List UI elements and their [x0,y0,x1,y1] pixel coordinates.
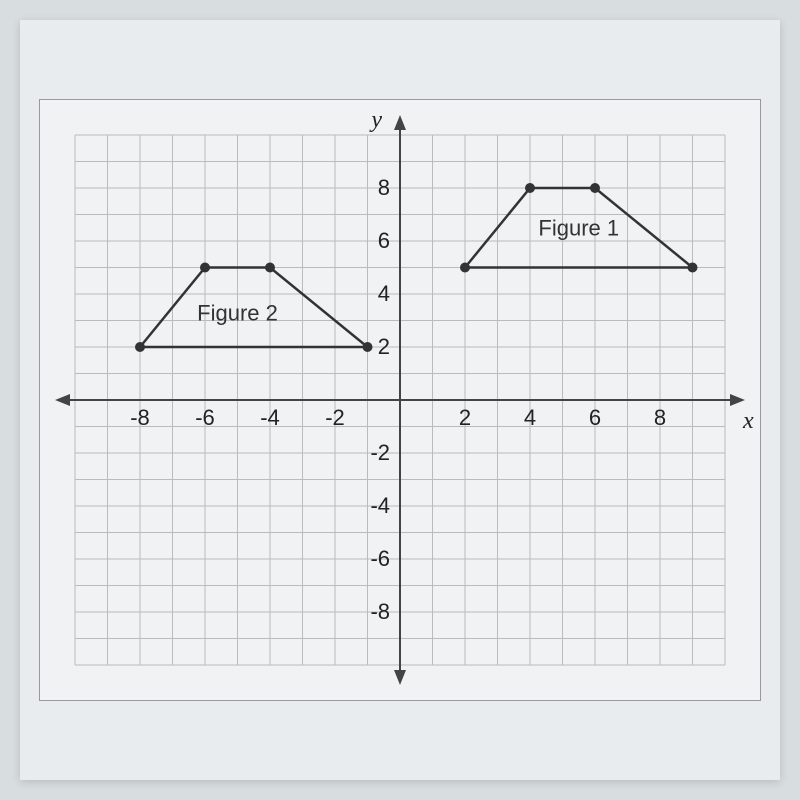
figure-1-vertex [590,183,600,193]
y-axis-label: y [369,107,382,133]
figure-1-vertex [525,183,535,193]
figure-1-vertex [688,263,698,273]
graph-svg: -8 -6 -4 -2 2 4 6 8 -8 -6 -4 -2 2 4 6 8 x y Figure 1 Figure… [40,100,760,700]
y-tick-label: -2 [370,440,390,465]
x-tick-label: -2 [325,405,345,430]
x-tick-label: -4 [260,405,280,430]
y-tick-label: 8 [378,175,390,200]
x-tick-label: -6 [195,405,215,430]
y-tick-label: 4 [378,281,390,306]
x-tick-label: 6 [589,405,601,430]
figure-2-vertex [363,342,373,352]
figure-2-vertex [200,263,210,273]
y-tick-label: -8 [370,599,390,624]
x-axis-arrow-left [55,394,70,406]
x-axis-arrow-right [730,394,745,406]
coordinate-plane: -8 -6 -4 -2 2 4 6 8 -8 -6 -4 -2 2 4 6 8 x y Figure 1 Figure… [39,99,761,701]
photo-frame: -8 -6 -4 -2 2 4 6 8 -8 -6 -4 -2 2 4 6 8 x y Figure 1 Figure… [20,20,780,780]
y-axis-arrow-down [394,670,406,685]
y-tick-label: -6 [370,546,390,571]
y-axis-arrow-up [394,115,406,130]
figure-2-label: Figure 2 [197,301,278,326]
figure-2-vertex [265,263,275,273]
x-tick-label: 2 [459,405,471,430]
y-tick-label: 2 [378,334,390,359]
x-axis-label: x [742,408,754,434]
x-tick-label: 8 [654,405,666,430]
figure-1-label: Figure 1 [538,216,619,241]
x-tick-label: 4 [524,405,536,430]
x-tick-label: -8 [130,405,150,430]
y-tick-label: -4 [370,493,390,518]
figure-1-vertex [460,263,470,273]
y-tick-label: 6 [378,228,390,253]
figure-2-vertex [135,342,145,352]
